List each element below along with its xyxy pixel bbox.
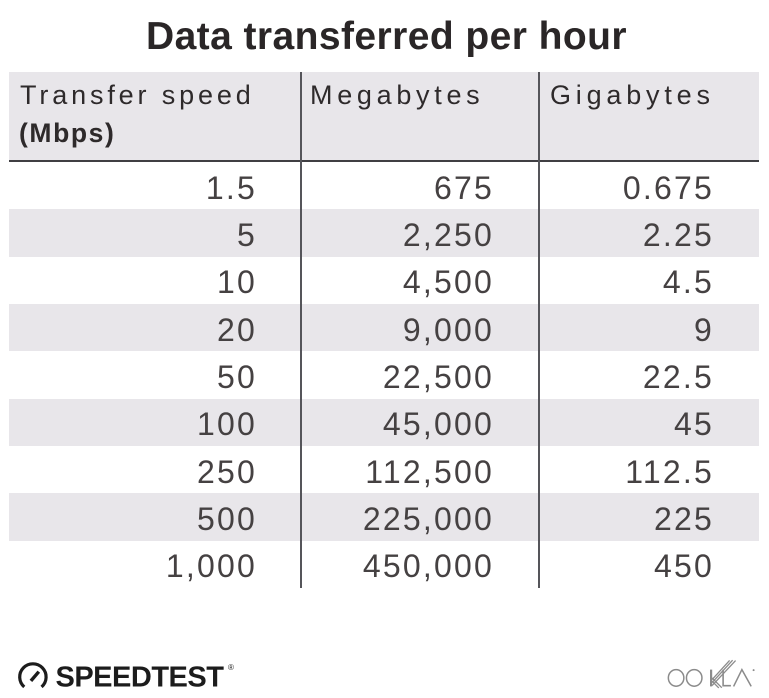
svg-text:®: ® xyxy=(228,663,234,672)
svg-text:SPEEDTEST: SPEEDTEST xyxy=(56,662,225,694)
